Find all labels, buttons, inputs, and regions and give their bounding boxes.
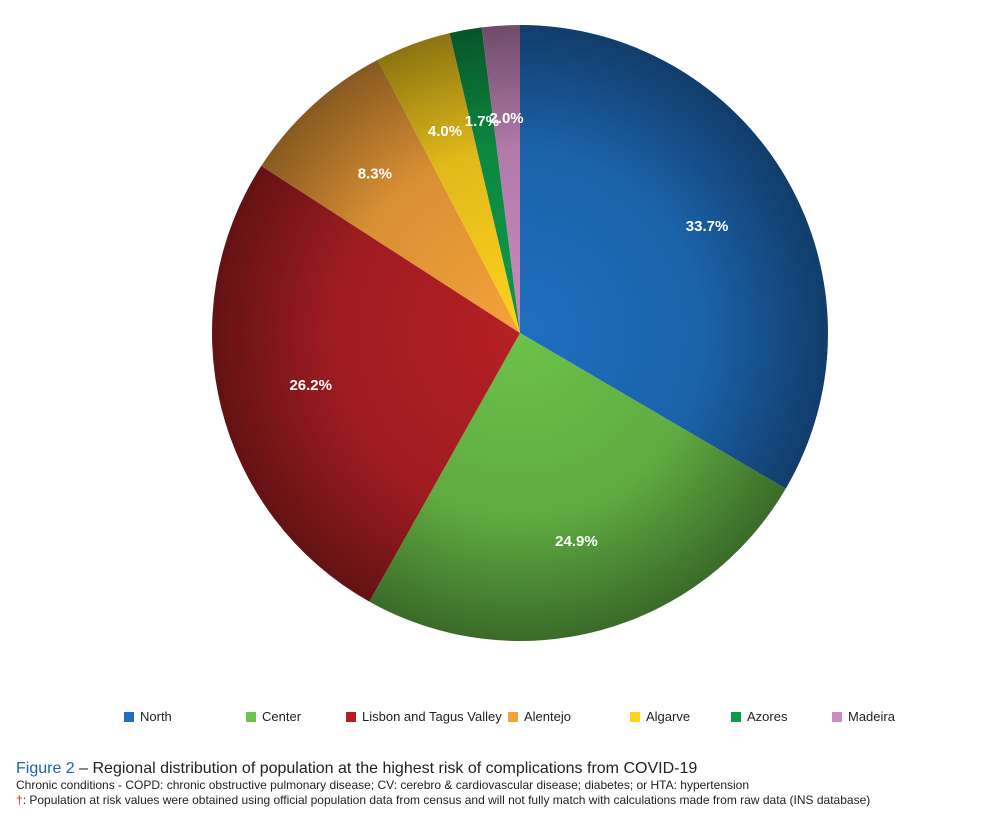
legend-swatch xyxy=(124,711,134,722)
legend-item-lisbon-and-tagus-valley: Lisbon and Tagus Valley xyxy=(346,709,502,724)
data-label-azores: 1.7% xyxy=(465,113,499,130)
data-label-madeira: 2.0% xyxy=(489,110,523,127)
legend-label: Algarve xyxy=(646,709,691,724)
data-label-north: 33.7% xyxy=(686,218,729,235)
data-label-lisbon-and-tagus-valley: 26.2% xyxy=(289,377,332,394)
pie-slices xyxy=(212,25,828,641)
legend-label: Madeira xyxy=(848,709,895,724)
legend-item-algarve: Algarve xyxy=(630,709,690,724)
data-label-alentejo: 8.3% xyxy=(358,166,392,183)
data-label-center: 24.9% xyxy=(555,533,598,550)
legend-swatch xyxy=(246,711,256,722)
legend-label: North xyxy=(140,709,172,724)
pie-slice-center xyxy=(369,333,786,641)
caption-dagger: † xyxy=(16,793,23,807)
legend-label: Lisbon and Tagus Valley xyxy=(362,709,502,724)
legend-label: Alentejo xyxy=(524,709,571,724)
legend-swatch xyxy=(346,711,356,722)
pie-slice-madeira xyxy=(481,25,520,333)
legend-item-azores: Azores xyxy=(731,709,787,724)
legend-label: Azores xyxy=(747,709,788,724)
pie-slice-algarve xyxy=(377,33,520,333)
legend-swatch xyxy=(731,711,741,722)
caption-footnote-text: : Population at risk values were obtaine… xyxy=(22,793,871,807)
caption-figure-label: Figure 2 xyxy=(16,760,75,777)
legend-label: Center xyxy=(262,709,302,724)
pie-slice-alentejo xyxy=(261,59,520,334)
pie-data-labels: 33.7% 24.9% 26.2% 8.3% 4.0%1.7%2.0% xyxy=(289,110,728,550)
caption-title-text: – Regional distribution of population at… xyxy=(74,760,698,777)
legend-item-alentejo: Alentejo xyxy=(508,709,571,724)
legend-swatch xyxy=(630,711,640,722)
pie-chart: 33.7% 24.9% 26.2% 8.3% 4.0%1.7%2.0% xyxy=(212,25,828,641)
figure-caption: Figure 2 – Regional distribution of popu… xyxy=(16,759,991,808)
caption-title: Figure 2 – Regional distribution of popu… xyxy=(16,759,991,778)
pie-slice-lisbon-and-tagus-valley xyxy=(212,165,520,602)
pie-slice-azores xyxy=(449,27,520,334)
legend-item-center: Center xyxy=(246,709,301,724)
chart-legend: North Center Lisbon and Tagus Valley Alente… xyxy=(0,709,1000,731)
caption-chronic-conditions: Chronic conditions - COPD: chronic obstr… xyxy=(16,778,750,792)
caption-footnote: †: Population at risk values were obtain… xyxy=(16,793,991,808)
data-label-algarve: 4.0% xyxy=(428,123,462,140)
legend-item-madeira: Madeira xyxy=(832,709,895,724)
legend-swatch xyxy=(832,711,842,722)
legend-item-north: North xyxy=(124,709,172,724)
legend-swatch xyxy=(508,711,518,722)
pie-slice-north xyxy=(520,25,828,489)
